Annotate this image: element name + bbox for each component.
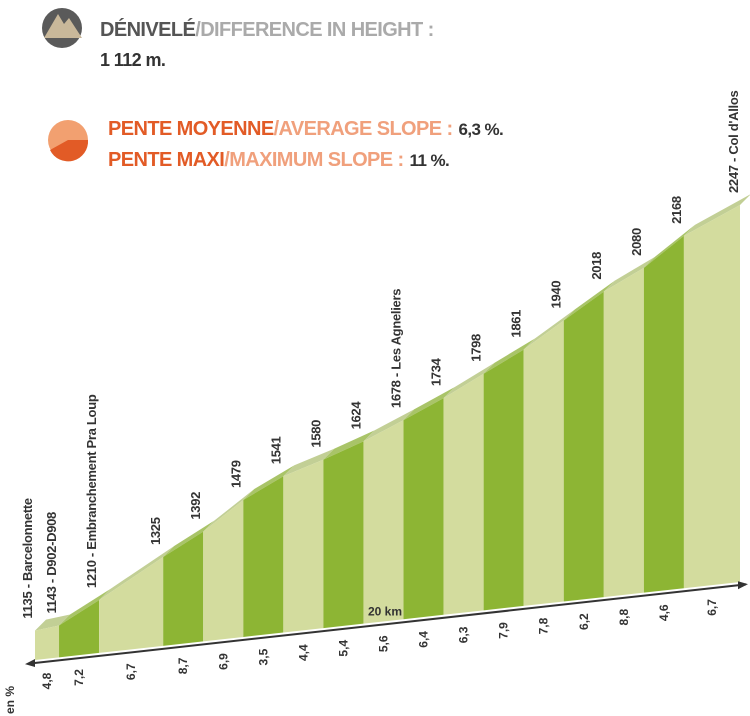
profile-top xyxy=(483,338,535,374)
slope-segment xyxy=(483,349,524,611)
height-icon xyxy=(42,8,82,48)
profile-top xyxy=(203,489,255,532)
slope-segment xyxy=(403,398,444,620)
stat-line: PENTE MOYENNE/AVERAGE SLOPE : 6,3 %. xyxy=(108,118,503,140)
slope-label: 8,7 xyxy=(176,657,190,674)
slope-label: 7,8 xyxy=(537,617,551,634)
slope-segment xyxy=(323,441,364,629)
altitude-label: 1624 xyxy=(348,401,363,430)
slope-label: 6,4 xyxy=(417,631,431,648)
slope-label: 6,3 xyxy=(457,626,471,643)
altitude-label: 1210 - Embranchement Pra Loup xyxy=(84,394,99,588)
altitude-label: 1940 xyxy=(549,281,564,309)
slope-segment xyxy=(35,625,60,660)
slope-segment xyxy=(643,235,684,593)
profile-top xyxy=(35,614,71,631)
slope-segment xyxy=(243,476,284,637)
stat-label-en: /DIFFERENCE IN HEIGHT : xyxy=(195,19,433,41)
stat-line: DÉNIVELÉ/DIFFERENCE IN HEIGHT : xyxy=(100,18,434,41)
profile: 4,8 7,2 6,7 8,7 6,9 3,5 4,4 5,4 5,6 6,4 6,3 7,9 7,8 6… xyxy=(3,90,750,714)
slope-label: 6,9 xyxy=(216,653,230,670)
altitude-label: 1135 - Barcelonnette xyxy=(20,498,35,619)
profile-top xyxy=(323,430,375,460)
slope-segment xyxy=(603,267,644,598)
slope-segment xyxy=(523,320,564,606)
altitude-label: 1392 xyxy=(188,492,203,520)
profile-top xyxy=(563,280,615,321)
stat-value: 6,3 %. xyxy=(459,120,504,139)
profile-top xyxy=(243,465,295,501)
slope-label: 6,7 xyxy=(705,599,719,616)
altitude-label: 2168 xyxy=(669,196,684,224)
stat-value: 1 112 m. xyxy=(100,50,165,70)
stat-label: PENTE MAXI xyxy=(108,149,224,171)
distance-axis xyxy=(28,583,747,665)
altitude-label: 1541 xyxy=(268,436,283,464)
altitude-label: 1861 xyxy=(509,310,524,338)
altitude-label: 2080 xyxy=(629,228,644,256)
axis-arrow xyxy=(738,581,748,590)
slope-label: 4,6 xyxy=(657,604,671,621)
stat-label: DÉNIVELÉ xyxy=(100,18,195,41)
slope-label: 5,6 xyxy=(376,635,390,652)
slope-label: 8,8 xyxy=(617,609,631,626)
slope-segment xyxy=(563,291,604,602)
profile-top xyxy=(403,387,455,421)
profile-top xyxy=(59,589,111,626)
altitude-label: 1143 - D902-D908 xyxy=(44,512,59,614)
slope-label: 6,2 xyxy=(577,613,591,630)
profile-top xyxy=(283,448,335,477)
slope-segment xyxy=(683,205,740,589)
slope-segment xyxy=(59,600,100,658)
slope-label: 3,5 xyxy=(256,648,270,665)
profile-top xyxy=(99,546,175,601)
slope-label: 6,7 xyxy=(124,663,138,680)
slope-label: 7,9 xyxy=(497,622,511,639)
slope-label: 4,8 xyxy=(40,672,54,689)
altitude-label: 1798 xyxy=(469,334,484,362)
altitude-label: 1580 xyxy=(308,420,323,448)
profile-top xyxy=(603,256,655,292)
slope-icon xyxy=(48,120,89,162)
stat-line: PENTE MAXI/MAXIMUM SLOPE : 11 %. xyxy=(108,149,449,171)
slope-segment xyxy=(443,373,484,615)
profile-top xyxy=(523,309,575,350)
altitude-label: 1479 xyxy=(228,460,243,488)
altitude-label: 1734 xyxy=(429,357,444,386)
axis-arrow xyxy=(25,659,35,667)
altitude-label: 1678 - Les Agneliers xyxy=(389,289,404,408)
distance-label: 20 km xyxy=(368,604,402,618)
profile-top xyxy=(163,520,215,558)
slope-segment xyxy=(99,557,164,653)
slope-unit: en % xyxy=(3,686,17,714)
slope-label: 5,4 xyxy=(336,640,350,657)
profile-top xyxy=(363,409,415,442)
slope-label: 4,4 xyxy=(296,644,310,661)
stat-label: PENTE MOYENNE xyxy=(108,118,274,140)
slope-label: 7,2 xyxy=(72,669,86,686)
profile-top xyxy=(643,224,695,268)
stat-value: 11 %. xyxy=(410,151,450,170)
profile-top xyxy=(443,362,495,399)
altitude-label: 2247 - Col d'Allos xyxy=(726,90,741,193)
profile-top xyxy=(683,194,750,236)
stat-label-en: /MAXIMUM SLOPE : xyxy=(224,149,403,171)
slope-segment xyxy=(363,420,404,624)
slope-segment xyxy=(203,500,244,642)
slope-segment xyxy=(163,531,204,646)
altitude-label: 1325 xyxy=(148,517,163,545)
altitude-label: 2018 xyxy=(589,252,604,280)
stat-label-en: /AVERAGE SLOPE : xyxy=(274,118,453,140)
slope-segment xyxy=(283,459,324,633)
